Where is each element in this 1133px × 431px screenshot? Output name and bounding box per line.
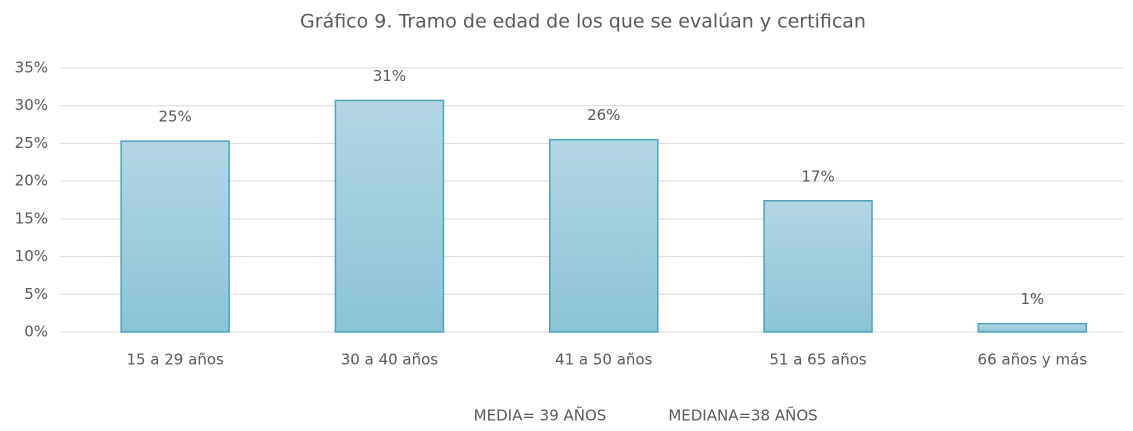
data-label: 17% <box>801 167 834 185</box>
bar <box>763 200 873 333</box>
annotation: MEDIA= 39 AÑOS <box>474 406 607 425</box>
data-label: 25% <box>158 108 191 126</box>
bar <box>334 99 445 333</box>
x-tick-label: 15 a 29 años <box>126 351 224 369</box>
y-tick-label: 0% <box>24 323 48 341</box>
y-tick-label: 5% <box>24 285 48 303</box>
annotation: MEDIANA=38 AÑOS <box>668 406 817 425</box>
y-tick-label: 10% <box>15 247 48 265</box>
data-label: 1% <box>1020 290 1044 308</box>
y-tick-label: 30% <box>15 96 48 114</box>
y-tick-label: 15% <box>15 209 48 227</box>
chart-title: Gráfico 9. Tramo de edad de los que se e… <box>300 11 866 33</box>
bar <box>977 322 1088 333</box>
x-tick-label: 30 a 40 años <box>341 351 439 369</box>
bar <box>120 140 230 333</box>
data-label: 31% <box>373 67 406 85</box>
x-tick-label: 41 a 50 años <box>555 351 653 369</box>
y-tick-label: 25% <box>15 134 48 152</box>
y-tick-label: 20% <box>15 172 48 190</box>
bar <box>549 138 659 333</box>
data-label: 26% <box>587 106 620 124</box>
y-tick-label: 35% <box>15 59 48 77</box>
x-tick-label: 66 años y más <box>978 351 1088 369</box>
x-tick-label: 51 a 65 años <box>769 351 867 369</box>
